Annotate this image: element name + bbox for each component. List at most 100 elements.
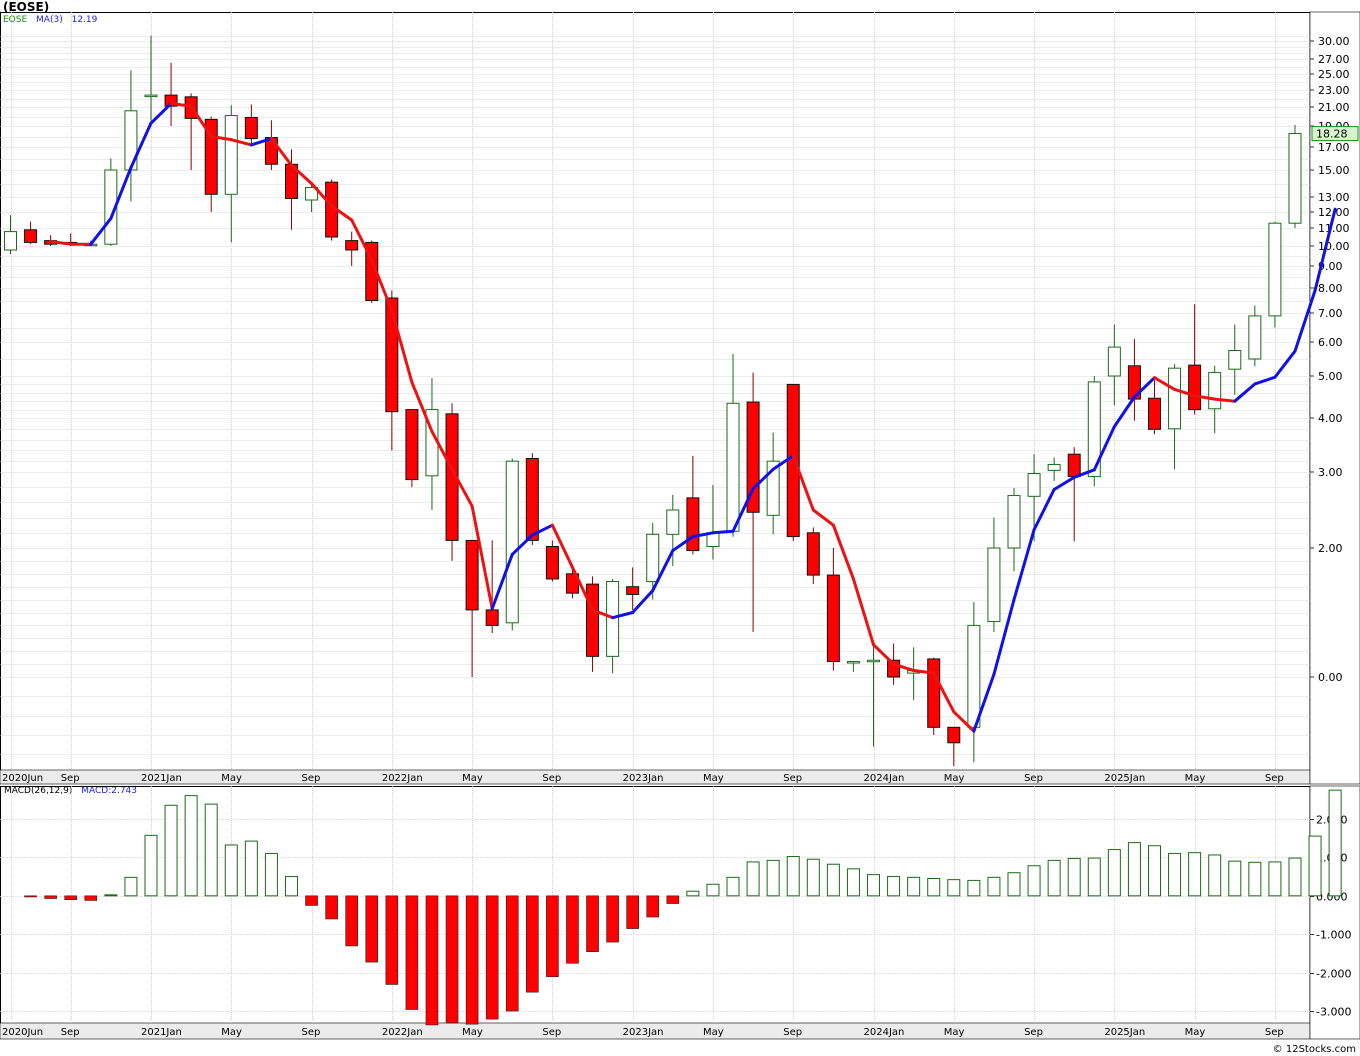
ma3-segment	[1253, 375, 1277, 386]
macd-x-tick-label: 2025Jan	[1104, 1027, 1145, 1038]
ma3-segment	[1152, 376, 1177, 391]
macd-bar	[305, 895, 318, 906]
macd-bar	[365, 895, 379, 963]
ma3-segment	[129, 121, 153, 170]
ma3-segment	[1313, 207, 1337, 292]
macd-bar	[1087, 857, 1101, 897]
macd-bar	[204, 803, 218, 897]
macd-bar	[505, 895, 519, 1012]
candle-body	[1007, 495, 1021, 549]
macd-x-tick-label: 2024Jan	[864, 1027, 905, 1038]
ma3-segment	[49, 240, 73, 246]
macd-bar	[606, 895, 619, 943]
ma3-segment	[932, 671, 956, 714]
candle-body	[927, 658, 941, 728]
candle-body	[646, 533, 660, 583]
macd-bar	[1027, 865, 1041, 897]
candle-body	[806, 532, 820, 576]
macd-bar	[284, 876, 298, 897]
macd-bar	[345, 895, 358, 947]
price-y-tick-label: 27.00	[1318, 53, 1350, 66]
macd-bar	[405, 895, 419, 1010]
price-legend: EOSE MA(3) 12.19	[3, 15, 103, 25]
ma3-segment	[450, 467, 474, 508]
macd-bar	[907, 876, 921, 897]
ma3-segment	[289, 163, 314, 185]
ma3-segment	[530, 523, 554, 537]
ma3-segment	[570, 565, 595, 612]
price-x-tick-label: Sep	[61, 773, 80, 784]
ma3-segment	[731, 487, 755, 533]
macd-bar	[967, 879, 981, 897]
macd-bar	[806, 858, 820, 897]
ma3-segment	[229, 138, 253, 147]
candle-body	[505, 460, 519, 624]
macd-bar	[184, 795, 198, 897]
price-x-tick-label: Sep	[1265, 773, 1284, 784]
candle-body	[1047, 463, 1061, 471]
candle-body	[485, 609, 499, 626]
ma3-segment	[350, 218, 374, 262]
ma3-segment	[992, 598, 1016, 676]
macd-y-tick-label: -1.000	[1316, 929, 1351, 942]
macd-x-tick-label: 2023Jan	[623, 1027, 664, 1038]
price-y-tick-label: 9.00	[1318, 260, 1343, 273]
ma3-segment	[209, 135, 233, 142]
candle-body	[264, 137, 278, 165]
ma3-segment	[1052, 475, 1076, 491]
candle-body	[1147, 397, 1161, 430]
ma3-segment	[831, 523, 855, 581]
ma3-segment	[651, 549, 675, 593]
macd-bar	[24, 895, 37, 898]
price-x-tick-label: May	[221, 773, 242, 784]
price-x-tick-label: 2022Jan	[382, 773, 423, 784]
macd-bar	[686, 890, 700, 897]
price-x-tick-label: 2020Jun	[2, 773, 43, 784]
macd-y-tick-label: -2.000	[1316, 968, 1351, 981]
price-y-tick-label: 15.00	[1318, 164, 1350, 177]
ma3-segment	[149, 102, 173, 125]
macd-bar	[244, 840, 258, 897]
last-price-tag-text: 18.28	[1316, 128, 1348, 141]
candle-body	[626, 586, 640, 595]
ma3-segment	[310, 182, 334, 208]
price-y-tick-label: 7.00	[1318, 307, 1343, 320]
macd-legend: MACD(26,12,9) MACD:2.743	[4, 786, 143, 796]
price-x-tick-label: 2025Jan	[1104, 773, 1145, 784]
candle-body	[1268, 222, 1282, 317]
macd-bar	[1147, 845, 1161, 897]
macd-bar	[325, 895, 338, 920]
macd-bar	[947, 879, 961, 897]
macd-bar	[104, 894, 118, 897]
candle-body	[726, 402, 740, 532]
macd-bar	[144, 834, 158, 897]
macd-bar	[586, 895, 599, 953]
candle-body	[947, 726, 961, 744]
macd-bar	[746, 861, 760, 897]
macd-bar	[1047, 859, 1061, 897]
candle-body	[766, 460, 780, 516]
candle-body	[666, 509, 680, 535]
price-x-tick-label: 2021Jan	[141, 773, 182, 784]
ma3-segment	[972, 672, 996, 733]
candle-body	[987, 547, 1001, 623]
candle-body	[1168, 367, 1182, 430]
ma3-segment	[1112, 395, 1136, 429]
candle-body	[1067, 453, 1081, 478]
price-y-tick-label: 11.00	[1318, 222, 1350, 235]
candle-body	[545, 545, 559, 580]
macd-x-tick-label: 2022Jan	[382, 1027, 423, 1038]
ma3-segment	[330, 204, 354, 222]
ma3-segment	[430, 430, 454, 471]
macd-bar	[846, 868, 860, 897]
macd-bar	[1168, 852, 1182, 897]
macd-x-tick-label: Sep	[61, 1027, 80, 1038]
price-x-tick-label: May	[1185, 773, 1206, 784]
macd-bar	[1107, 849, 1121, 897]
candle-body	[1087, 381, 1101, 478]
ma3-segment	[691, 531, 715, 539]
ma3-segment	[269, 137, 293, 167]
ma3-segment	[611, 611, 635, 620]
ma3-segment	[550, 523, 574, 569]
